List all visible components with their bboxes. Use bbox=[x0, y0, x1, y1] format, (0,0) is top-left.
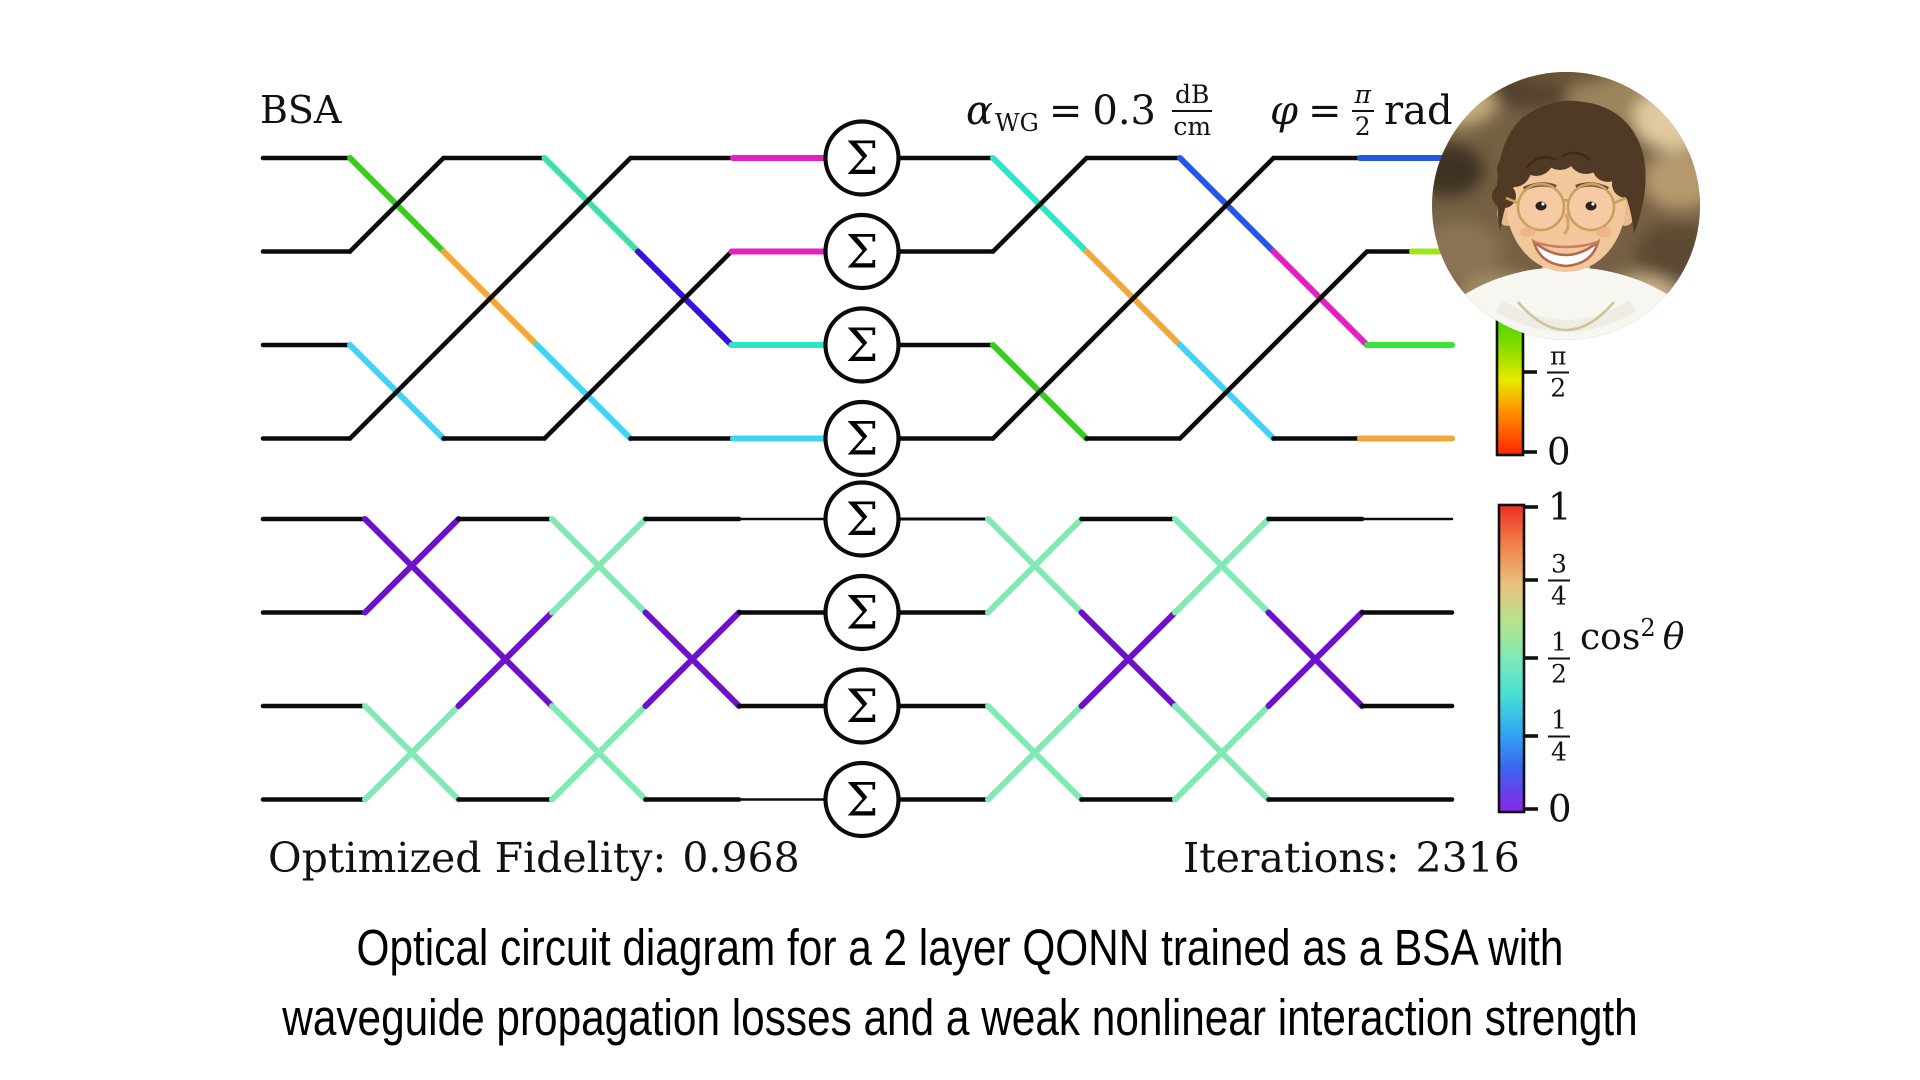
sigma-node: Σ bbox=[823, 212, 901, 291]
waveguide-segment bbox=[990, 155, 1089, 254]
waveguide-segment bbox=[642, 609, 742, 709]
alpha-equals: = bbox=[1048, 87, 1083, 134]
sigma-node: Σ bbox=[823, 399, 901, 478]
colorbar-tick-label: 1 bbox=[1548, 485, 1572, 529]
cos2theta-colorbar-label: cos2 θ bbox=[1580, 614, 1685, 658]
sigma-symbol: Σ bbox=[846, 679, 879, 733]
waveguide-segment bbox=[542, 249, 734, 441]
fidelity-value: 0.968 bbox=[682, 834, 800, 882]
sigma-symbol: Σ bbox=[846, 131, 879, 185]
phi-symbol: φ bbox=[1270, 87, 1299, 134]
waveguide-segment bbox=[990, 155, 1276, 441]
caption-line-2: waveguide propagation losses and a weak … bbox=[282, 989, 1638, 1046]
waveguide-loss-equation: α WG = 0.3 dB cm bbox=[966, 80, 1213, 141]
waveguide-segment bbox=[362, 516, 462, 616]
alpha-symbol: α bbox=[966, 87, 994, 134]
fidelity-label: Optimized Fidelity: bbox=[268, 834, 667, 882]
sigma-symbol: Σ bbox=[846, 492, 879, 546]
waveguide-segment bbox=[1177, 249, 1370, 441]
phi-unit: rad bbox=[1383, 87, 1453, 134]
waveguide-segment bbox=[1265, 609, 1365, 709]
db-per-cm-fraction: dB cm bbox=[1172, 80, 1213, 141]
waveguide-segment bbox=[549, 516, 649, 616]
waveguide-segment bbox=[541, 155, 641, 255]
colorbar-tick-label: 0 bbox=[1548, 787, 1572, 831]
cos2theta-colorbar bbox=[1497, 503, 1538, 814]
waveguide-segment bbox=[455, 609, 555, 709]
alpha-subscript: WG bbox=[995, 109, 1039, 137]
waveguide-segment bbox=[534, 342, 634, 442]
waveguide-segments bbox=[260, 155, 1458, 803]
waveguide-segment bbox=[1172, 516, 1272, 616]
fidelity-readout: Optimized Fidelity: 0.968 bbox=[268, 834, 800, 882]
waveguide-segment bbox=[362, 703, 462, 803]
caption-line-1: Optical circuit diagram for a 2 layer QO… bbox=[356, 919, 1564, 976]
sigma-symbol: Σ bbox=[846, 773, 879, 827]
sigma-node: Σ bbox=[823, 306, 901, 384]
iterations-value: 2316 bbox=[1415, 834, 1520, 882]
waveguide-segment bbox=[347, 155, 633, 441]
sigma-node: Σ bbox=[823, 667, 901, 745]
waveguide-segment bbox=[1172, 703, 1272, 803]
colorbar-tick-label: 0 bbox=[1547, 430, 1571, 474]
waveguide-segment bbox=[549, 703, 649, 803]
iterations-readout: Iterations: 2316 bbox=[1183, 834, 1520, 882]
sigma-symbol: Σ bbox=[846, 586, 879, 640]
network-title: BSA bbox=[260, 88, 342, 132]
waveguide-segment bbox=[1078, 609, 1178, 709]
alpha-value: 0.3 bbox=[1092, 87, 1156, 134]
sigma-node: Σ bbox=[823, 480, 901, 558]
waveguide-segment bbox=[985, 703, 1085, 803]
waveguide-segment bbox=[347, 155, 446, 254]
waveguide-segment bbox=[985, 516, 1085, 616]
sigma-node: Σ bbox=[823, 573, 901, 652]
sigma-symbol: Σ bbox=[846, 412, 879, 466]
sigma-symbol: Σ bbox=[846, 225, 879, 279]
phi-equals: = bbox=[1308, 87, 1342, 134]
sigma-symbol: Σ bbox=[846, 318, 879, 372]
sigma-node: Σ bbox=[823, 119, 901, 197]
sigma-node: Σ bbox=[823, 760, 901, 839]
iterations-label: Iterations: bbox=[1183, 834, 1400, 882]
